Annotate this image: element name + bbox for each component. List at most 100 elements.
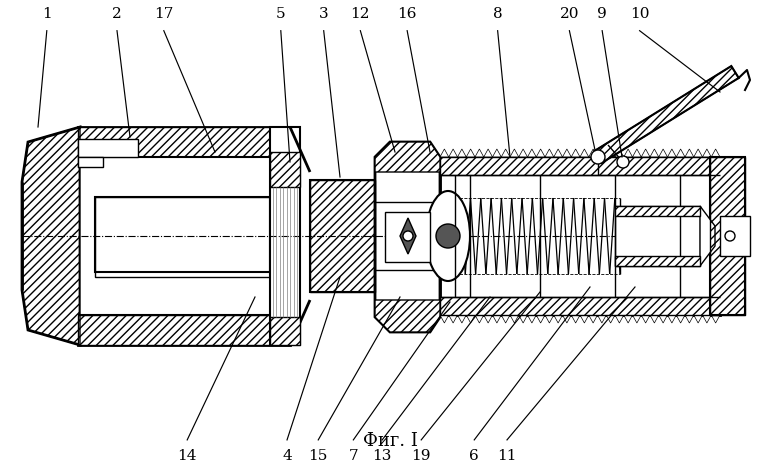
Polygon shape: [571, 315, 580, 323]
Text: 8: 8: [493, 7, 502, 21]
Polygon shape: [711, 149, 720, 157]
Polygon shape: [685, 315, 693, 323]
Bar: [710, 157, 745, 315]
Polygon shape: [492, 149, 502, 157]
Polygon shape: [448, 315, 458, 323]
Polygon shape: [458, 149, 466, 157]
Ellipse shape: [591, 150, 605, 164]
Bar: [440, 297, 720, 315]
Text: 10: 10: [629, 7, 649, 21]
Bar: [78, 315, 290, 345]
Polygon shape: [597, 149, 606, 157]
Bar: [720, 216, 750, 256]
Ellipse shape: [617, 156, 629, 168]
Polygon shape: [703, 315, 711, 323]
Polygon shape: [597, 315, 606, 323]
Text: 12: 12: [351, 7, 370, 21]
Bar: [440, 157, 720, 175]
Bar: [78, 157, 103, 167]
Text: 20: 20: [559, 7, 579, 21]
Polygon shape: [458, 315, 466, 323]
Polygon shape: [502, 149, 510, 157]
Polygon shape: [668, 149, 676, 157]
Polygon shape: [554, 149, 562, 157]
Polygon shape: [475, 315, 484, 323]
Text: 15: 15: [309, 449, 328, 464]
Polygon shape: [290, 127, 340, 202]
Polygon shape: [606, 315, 615, 323]
Text: 3: 3: [319, 7, 328, 21]
Polygon shape: [466, 149, 475, 157]
Text: 11: 11: [498, 449, 516, 464]
Polygon shape: [448, 149, 458, 157]
Polygon shape: [545, 149, 554, 157]
Polygon shape: [484, 149, 492, 157]
Polygon shape: [641, 149, 650, 157]
Polygon shape: [589, 149, 597, 157]
Polygon shape: [510, 149, 519, 157]
Polygon shape: [633, 149, 641, 157]
Bar: [95, 197, 270, 277]
Polygon shape: [466, 315, 475, 323]
Polygon shape: [615, 149, 624, 157]
Bar: [95, 197, 270, 272]
Bar: [615, 206, 700, 266]
Bar: [710, 157, 745, 315]
Ellipse shape: [403, 231, 413, 241]
Bar: [310, 180, 375, 292]
Polygon shape: [580, 149, 589, 157]
Polygon shape: [589, 315, 597, 323]
Text: 1: 1: [42, 7, 51, 21]
Polygon shape: [641, 315, 650, 323]
Polygon shape: [484, 315, 492, 323]
Ellipse shape: [436, 224, 460, 248]
Polygon shape: [519, 149, 527, 157]
Polygon shape: [624, 315, 633, 323]
Polygon shape: [624, 149, 633, 157]
Polygon shape: [659, 149, 668, 157]
Text: 5: 5: [276, 7, 285, 21]
Polygon shape: [685, 149, 693, 157]
Polygon shape: [475, 149, 484, 157]
Polygon shape: [554, 315, 562, 323]
Bar: [80, 157, 288, 315]
Polygon shape: [527, 315, 537, 323]
Polygon shape: [537, 149, 545, 157]
Text: 14: 14: [177, 449, 197, 464]
Ellipse shape: [725, 231, 735, 241]
Text: 19: 19: [412, 449, 431, 464]
Polygon shape: [519, 315, 527, 323]
Bar: [78, 139, 138, 157]
Polygon shape: [502, 315, 510, 323]
Bar: [78, 127, 290, 167]
Bar: [78, 127, 290, 345]
Polygon shape: [545, 315, 554, 323]
Polygon shape: [375, 142, 440, 172]
Polygon shape: [510, 315, 519, 323]
Bar: [385, 212, 430, 262]
Polygon shape: [594, 66, 739, 163]
Polygon shape: [615, 315, 624, 323]
Polygon shape: [676, 149, 685, 157]
Polygon shape: [537, 315, 545, 323]
Polygon shape: [606, 149, 615, 157]
Text: 4: 4: [282, 449, 292, 464]
Text: 7: 7: [349, 449, 358, 464]
Bar: [615, 256, 700, 266]
Polygon shape: [527, 149, 537, 157]
Bar: [270, 317, 300, 345]
Bar: [615, 206, 700, 216]
Ellipse shape: [426, 191, 470, 281]
Text: 9: 9: [597, 7, 607, 21]
Polygon shape: [693, 315, 703, 323]
Text: 13: 13: [373, 449, 392, 464]
Polygon shape: [375, 300, 440, 332]
Bar: [440, 157, 720, 315]
Text: 6: 6: [470, 449, 479, 464]
Polygon shape: [22, 127, 80, 345]
Text: 17: 17: [154, 7, 173, 21]
Polygon shape: [571, 149, 580, 157]
Polygon shape: [703, 149, 711, 157]
Text: 16: 16: [398, 7, 417, 21]
Polygon shape: [492, 315, 502, 323]
